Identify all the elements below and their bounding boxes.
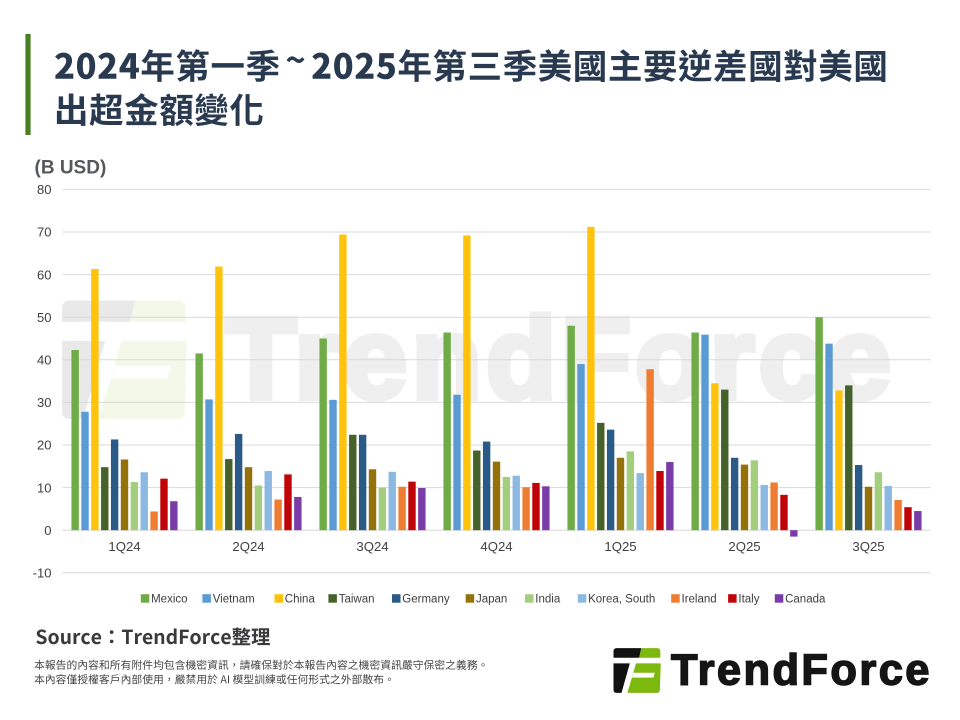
svg-text:TrendForce: TrendForce — [671, 646, 932, 694]
svg-text:Italy: Italy — [738, 594, 759, 606]
svg-text:1Q25: 1Q25 — [604, 539, 636, 554]
svg-text:Ireland: Ireland — [682, 594, 717, 606]
svg-text:China: China — [285, 594, 316, 606]
svg-text:30: 30 — [37, 395, 51, 410]
svg-text:Germany: Germany — [402, 594, 450, 606]
svg-text:India: India — [535, 594, 561, 606]
svg-text:Canada: Canada — [785, 594, 826, 606]
svg-text:Japan: Japan — [476, 594, 507, 606]
svg-text:1Q24: 1Q24 — [108, 539, 140, 554]
svg-text:3Q25: 3Q25 — [852, 539, 884, 554]
svg-text:40: 40 — [37, 353, 51, 368]
svg-text:Mexico: Mexico — [151, 594, 187, 606]
svg-text:2Q24: 2Q24 — [232, 539, 264, 554]
svg-text:4Q24: 4Q24 — [480, 539, 512, 554]
svg-text:20: 20 — [37, 438, 51, 453]
svg-text:(B USD): (B USD) — [35, 158, 107, 179]
svg-text:3Q24: 3Q24 — [356, 539, 388, 554]
svg-text:70: 70 — [37, 225, 51, 240]
svg-text:2Q25: 2Q25 — [728, 539, 760, 554]
svg-text:60: 60 — [37, 267, 51, 282]
svg-text:TrendForce: TrendForce — [226, 295, 895, 423]
svg-text:Korea, South: Korea, South — [588, 594, 655, 606]
svg-text:10: 10 — [37, 480, 51, 495]
svg-text:-10: -10 — [33, 566, 52, 581]
svg-text:0: 0 — [44, 523, 51, 538]
svg-text:80: 80 — [37, 182, 51, 197]
svg-text:Vietnam: Vietnam — [213, 594, 255, 606]
svg-text:50: 50 — [37, 310, 51, 325]
svg-text:Taiwan: Taiwan — [339, 594, 375, 606]
